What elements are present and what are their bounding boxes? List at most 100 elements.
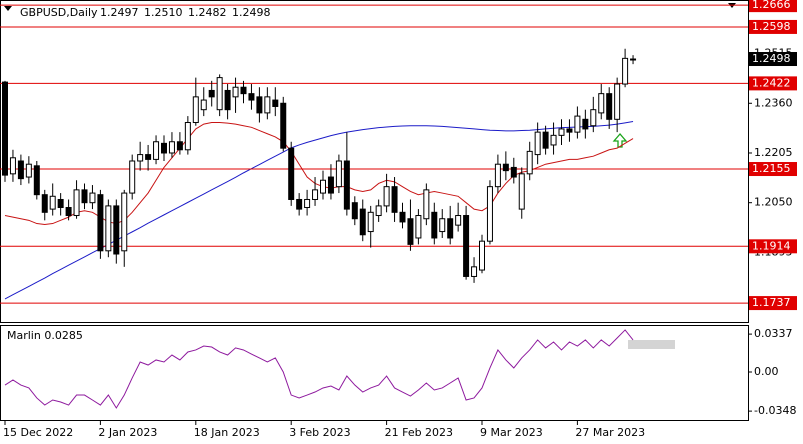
candle-body: [510, 166, 517, 178]
level-label: 1.2155: [752, 162, 791, 175]
candle-body: [312, 189, 319, 200]
level-label-box: [749, 76, 797, 91]
candle-body: [622, 57, 629, 85]
indicator-line: [4, 329, 634, 409]
candle-body: [343, 160, 350, 210]
price-panel-frame: [0, 0, 749, 323]
candle-body: [256, 96, 263, 114]
title-open: 1.2497: [100, 6, 139, 19]
x-tick-label: 2 Jan 2023: [98, 426, 157, 439]
panel-menu-icon: [4, 6, 12, 11]
chart-title: GBPUSD,Daily: [20, 6, 98, 19]
candle-body: [280, 102, 287, 149]
candle-body: [598, 93, 605, 114]
candle-body: [383, 186, 390, 207]
candle-body: [479, 240, 485, 271]
candle-body: [614, 83, 621, 120]
level-label-box: [749, 19, 797, 34]
candle-body: [232, 86, 239, 98]
indicator-panel-frame: [0, 325, 749, 421]
candle-body: [73, 189, 80, 217]
candle-body: [17, 160, 24, 180]
candle-body: [9, 157, 16, 175]
candle-body: [439, 218, 446, 233]
candle-body: [558, 128, 565, 136]
title-close: 1.2498: [232, 6, 271, 19]
level-label-box: [749, 296, 797, 311]
candle-body: [97, 194, 104, 252]
candle-body: [550, 134, 557, 146]
candle-body: [494, 163, 501, 188]
candle-body: [161, 142, 167, 154]
level-label: 1.2598: [752, 20, 791, 33]
candle-body: [129, 160, 136, 194]
candle-body: [407, 218, 414, 245]
candle-body: [630, 58, 637, 61]
y-tick-label: 1.2205: [754, 146, 793, 159]
candle-body: [184, 122, 191, 151]
candle-body: [463, 215, 470, 277]
candle-body: [168, 141, 175, 154]
candle-body: [2, 81, 8, 176]
candle-body: [502, 163, 509, 172]
candle-body: [534, 131, 541, 156]
candle-body: [153, 141, 160, 160]
title-high: 1.2510: [144, 6, 183, 19]
candle-body: [431, 211, 438, 239]
candle-body: [105, 205, 112, 252]
candle-body: [121, 192, 128, 252]
candle-body: [81, 189, 88, 204]
candle-body: [240, 86, 247, 95]
candle-body: [89, 192, 96, 204]
candle-body: [304, 198, 311, 209]
price-label: 1.2498: [752, 52, 791, 65]
candle-body: [192, 96, 199, 124]
candle-body: [200, 99, 207, 111]
candle-body: [486, 186, 493, 242]
candle-body: [65, 207, 72, 217]
level-label: 1.2422: [752, 76, 791, 89]
candle-body: [41, 194, 48, 213]
level-label: 1.1914: [752, 239, 791, 252]
candle-body: [320, 179, 326, 194]
candle-body: [606, 93, 613, 120]
candle-body: [574, 115, 581, 133]
candle-body: [423, 189, 430, 220]
level-label-box: [749, 162, 797, 177]
level-label-box: [749, 239, 797, 254]
y-tick-label: -0.0348: [754, 404, 796, 417]
level-label: 1.1737: [752, 296, 791, 309]
candle-body: [296, 198, 303, 210]
x-tick-label: 3 Feb 2023: [289, 426, 350, 439]
level-label-box: [749, 0, 797, 13]
forecast-zone: [628, 340, 675, 349]
candle-body: [542, 131, 549, 149]
indicator-name: Marlin 0.0285: [7, 329, 83, 342]
candle-body: [399, 211, 406, 223]
candle-body: [49, 195, 56, 210]
candle-body: [33, 165, 40, 196]
y-tick-label: 1.2360: [754, 96, 793, 109]
x-tick-label: 18 Jan 2023: [194, 426, 260, 439]
x-tick-label: 27 Mar 2023: [575, 426, 645, 439]
candle-body: [327, 176, 334, 194]
title-low: 1.2482: [188, 6, 227, 19]
candle-body: [375, 205, 382, 217]
candle-body: [208, 89, 215, 98]
candle-body: [113, 205, 120, 255]
y-tick-label: 1.2050: [754, 196, 793, 209]
candle-body: [526, 150, 533, 175]
level-label: 1.2666: [752, 0, 791, 11]
candle-body: [216, 77, 223, 111]
y-tick-label: 0.0337: [754, 327, 793, 340]
price-label-box: [749, 52, 797, 67]
candle-body: [590, 109, 597, 127]
candle-body: [137, 154, 144, 162]
candle-body: [224, 89, 231, 111]
candle-body: [582, 118, 589, 130]
candle-body: [248, 93, 255, 101]
candle-body: [471, 266, 478, 277]
candle-body: [335, 160, 342, 188]
candle-body: [288, 147, 295, 200]
candle-body: [145, 154, 152, 160]
